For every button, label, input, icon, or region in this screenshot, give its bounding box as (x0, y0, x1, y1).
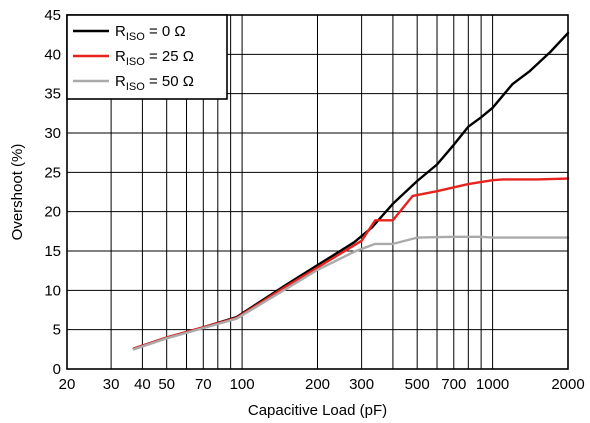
x-tick-label: 300 (349, 376, 374, 393)
y-tick-label: 40 (44, 46, 61, 63)
x-tick-label: 500 (405, 376, 430, 393)
series-line-3 (132, 235, 570, 351)
y-tick-label: 10 (44, 282, 61, 299)
legend-label: RISO = 0 Ω (115, 23, 186, 43)
x-tick-label: 700 (441, 376, 466, 393)
x-tick-label: 70 (195, 376, 212, 393)
x-tick-label: 40 (134, 376, 151, 393)
x-tick-label: 100 (230, 376, 255, 393)
data-series (132, 31, 570, 351)
y-tick-label: 15 (44, 243, 61, 260)
x-tick-label: 30 (103, 376, 120, 393)
plot-frame (66, 14, 569, 370)
x-tick-label: 200 (305, 376, 330, 393)
y-tick-label: 45 (44, 7, 61, 24)
x-tick-label: 20 (59, 376, 76, 393)
x-axis-title: Capacitive Load (pF) (248, 402, 387, 419)
series-line-2 (132, 177, 570, 350)
y-tick-labels: 0 5 10 15 20 25 30 35 40 45 (44, 7, 61, 378)
legend-label: RISO = 25 Ω (115, 48, 194, 68)
legend-label: RISO = 50 Ω (115, 73, 194, 93)
y-tick-label: 20 (44, 204, 61, 221)
x-tick-label: 2000 (551, 376, 584, 393)
y-tick-label: 35 (44, 86, 61, 103)
x-tick-labels: 20 30 40 50 70 100 200 300 500 700 1000 2000 (59, 376, 585, 393)
y-axis-title: Overshoot (%) (9, 144, 26, 241)
x-tick-label: 1000 (476, 376, 509, 393)
y-tick-label: 30 (44, 125, 61, 142)
y-tick-label: 25 (44, 164, 61, 181)
x-tick-label: 50 (158, 376, 175, 393)
legend: RISO = 0 Ω RISO = 25 Ω RISO = 50 Ω (66, 14, 228, 100)
y-tick-label: 5 (53, 322, 61, 339)
y-tick-label: 0 (53, 361, 61, 378)
